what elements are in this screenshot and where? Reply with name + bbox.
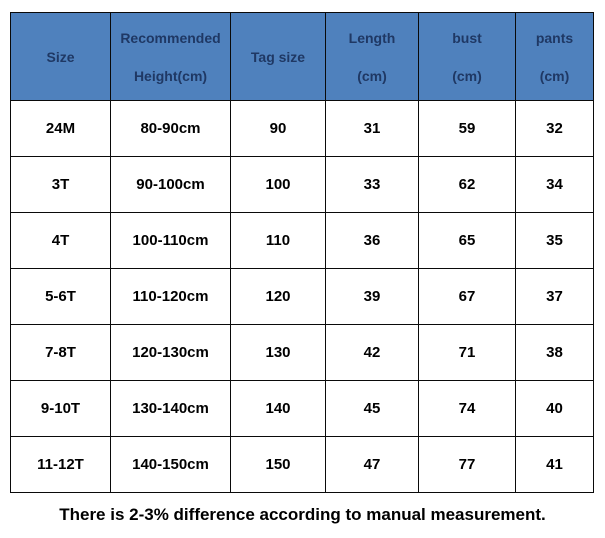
- table-cell: 100-110cm: [110, 212, 231, 269]
- table-cell: 41: [515, 436, 594, 493]
- header-cell-bust: bust (cm): [418, 12, 516, 101]
- table-cell: 47: [325, 436, 419, 493]
- table-cell: 71: [418, 324, 516, 381]
- table-cell: 140: [230, 380, 326, 437]
- table-cell: 120-130cm: [110, 324, 231, 381]
- table-row-5-6t: 5-6T 110-120cm 120 39 67 37: [10, 268, 594, 325]
- table-cell: 40: [515, 380, 594, 437]
- table-cell: 140-150cm: [110, 436, 231, 493]
- table-cell: 130-140cm: [110, 380, 231, 437]
- table-header: Size Recommended Height(cm) Tag size Len…: [10, 12, 594, 101]
- header-label: Height(cm): [133, 67, 208, 84]
- table-cell: 67: [418, 268, 516, 325]
- header-cell-pants: pants (cm): [515, 12, 594, 101]
- table-row-7-8t: 7-8T 120-130cm 130 42 71 38: [10, 324, 594, 381]
- size-chart-table: Size Recommended Height(cm) Tag size Len…: [10, 12, 594, 493]
- table-cell: 11-12T: [10, 436, 111, 493]
- table-row-24m: 24M 80-90cm 90 31 59 32: [10, 100, 594, 157]
- table-cell: 90-100cm: [110, 156, 231, 213]
- table-row-11-12t: 11-12T 140-150cm 150 47 77 41: [10, 436, 594, 493]
- table-body: 24M 80-90cm 90 31 59 32 3T 90-100cm 100 …: [10, 100, 594, 493]
- header-cell-size: Size: [10, 12, 111, 101]
- table-cell: 7-8T: [10, 324, 111, 381]
- table-cell: 34: [515, 156, 594, 213]
- table-cell: 77: [418, 436, 516, 493]
- table-cell: 65: [418, 212, 516, 269]
- table-cell: 120: [230, 268, 326, 325]
- header-label: Tag size: [250, 48, 306, 65]
- table-cell: 110: [230, 212, 326, 269]
- table-cell: 31: [325, 100, 419, 157]
- table-cell: 100: [230, 156, 326, 213]
- table-cell: 110-120cm: [110, 268, 231, 325]
- table-cell: 59: [418, 100, 516, 157]
- table-cell: 42: [325, 324, 419, 381]
- table-cell: 80-90cm: [110, 100, 231, 157]
- table-cell: 35: [515, 212, 594, 269]
- table-cell: 3T: [10, 156, 111, 213]
- header-label: Length: [348, 29, 396, 46]
- header-label: pants: [535, 29, 574, 46]
- header-label: (cm): [539, 67, 570, 84]
- table-row-3t: 3T 90-100cm 100 33 62 34: [10, 156, 594, 213]
- table-cell: 39: [325, 268, 419, 325]
- table-cell: 130: [230, 324, 326, 381]
- table-cell: 74: [418, 380, 516, 437]
- table-cell: 33: [325, 156, 419, 213]
- table-cell: 36: [325, 212, 419, 269]
- table-cell: 37: [515, 268, 594, 325]
- header-label: (cm): [452, 67, 482, 84]
- header-cell-tag-size: Tag size: [230, 12, 326, 101]
- table-cell: 62: [418, 156, 516, 213]
- table-row-9-10t: 9-10T 130-140cm 140 45 74 40: [10, 380, 594, 437]
- measurement-footnote: There is 2-3% difference according to ma…: [59, 505, 546, 524]
- table-cell: 32: [515, 100, 594, 157]
- header-label: (cm): [357, 67, 387, 84]
- header-label: Recommended: [120, 29, 221, 46]
- table-cell: 150: [230, 436, 326, 493]
- table-cell: 90: [230, 100, 326, 157]
- table-cell: 24M: [10, 100, 111, 157]
- header-cell-length: Length (cm): [325, 12, 419, 101]
- table-cell: 4T: [10, 212, 111, 269]
- table-cell: 9-10T: [10, 380, 111, 437]
- table-cell: 45: [325, 380, 419, 437]
- table-row-4t: 4T 100-110cm 110 36 65 35: [10, 212, 594, 269]
- header-cell-recommended-height: Recommended Height(cm): [110, 12, 231, 101]
- header-label: Size: [46, 48, 75, 65]
- header-row: Size Recommended Height(cm) Tag size Len…: [10, 12, 594, 101]
- table-cell: 38: [515, 324, 594, 381]
- table-cell: 5-6T: [10, 268, 111, 325]
- header-label: bust: [452, 29, 482, 46]
